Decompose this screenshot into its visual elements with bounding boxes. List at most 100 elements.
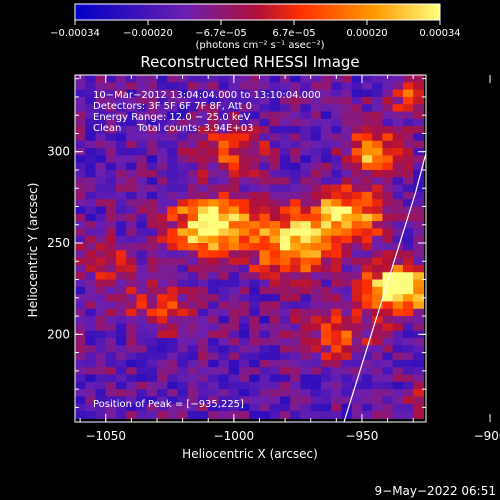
heatmap-cell [310, 279, 322, 288]
heatmap-cell [167, 294, 179, 303]
heatmap-cell [249, 374, 261, 383]
heatmap-cell [331, 213, 343, 222]
heatmap-cell [402, 381, 414, 390]
chart-title: Reconstructed RHESSI Image [140, 53, 359, 71]
heatmap-cell [126, 352, 138, 361]
heatmap-cell [75, 243, 86, 251]
heatmap-cell [259, 381, 271, 390]
heatmap-cell [187, 279, 199, 288]
heatmap-cell [136, 148, 148, 156]
heatmap-cell [218, 235, 230, 244]
footer-timestamp: 9−May−2022 06:51 [375, 484, 497, 498]
heatmap-cell [402, 118, 414, 127]
heatmap-cell [331, 199, 343, 208]
heatmap-cell [126, 221, 138, 230]
heatmap-cell [126, 367, 138, 376]
x-axis-label: Heliocentric X (arcsec) [182, 447, 318, 461]
heatmap-cell [402, 221, 414, 230]
heatmap-cell [146, 140, 158, 149]
heatmap-cell [249, 104, 261, 113]
heatmap-cell [320, 82, 332, 91]
heatmap-cell [351, 133, 363, 142]
heatmap-cell [331, 104, 343, 113]
heatmap-cell [372, 111, 384, 120]
heatmap-cell [300, 330, 312, 339]
heatmap-cell [95, 308, 107, 317]
heatmap-cell [218, 104, 230, 113]
heatmap-cell [75, 213, 86, 222]
heatmap-cell [300, 411, 312, 419]
heatmap-cell [402, 272, 414, 281]
heatmap-cell [95, 389, 107, 398]
heatmap-cell [115, 221, 127, 230]
heatmap-cell [85, 264, 97, 273]
heatmap-cell [197, 75, 209, 83]
heatmap-cell [146, 411, 158, 419]
heatmap-cell [126, 359, 138, 368]
heatmap-cell [351, 111, 363, 120]
heatmap-cell [290, 104, 302, 113]
heatmap-cell [341, 250, 353, 259]
heatmap-cell [361, 403, 373, 412]
heatmap-cell [187, 286, 199, 295]
heatmap-cell [269, 75, 281, 83]
heatmap-cell [85, 221, 97, 230]
heatmap-cell [249, 235, 261, 244]
heatmap-cell [320, 257, 332, 266]
heatmap-cell [402, 294, 414, 303]
heatmap-cell [95, 257, 107, 266]
heatmap-cell [228, 82, 240, 91]
heatmap-cell [197, 389, 209, 398]
heatmap-cell [208, 345, 220, 354]
heatmap-cell [372, 286, 384, 295]
heatmap-cell [146, 177, 158, 186]
heatmap-cell [382, 82, 394, 91]
heatmap-cell [351, 82, 363, 91]
heatmap-cell [136, 213, 148, 222]
heatmap-cell [177, 250, 189, 259]
heatmap-cell [413, 250, 425, 259]
heatmap-cell [351, 148, 363, 156]
heatmap-cell [413, 294, 425, 303]
heatmap-cell [290, 381, 302, 390]
heatmap-cell [146, 345, 158, 354]
heatmap-cell [85, 250, 97, 259]
heatmap-cell [361, 389, 373, 398]
heatmap-cell [372, 257, 384, 266]
heatmap-cell [351, 235, 363, 244]
heatmap-cell [218, 140, 230, 149]
heatmap-cell [300, 250, 312, 259]
heatmap-cell [310, 155, 322, 164]
heatmap-cell [402, 111, 414, 120]
heatmap-cell [228, 155, 240, 164]
heatmap-cell [310, 75, 322, 83]
heatmap-cell [95, 352, 107, 361]
heatmap-cell [320, 96, 332, 105]
heatmap-cell [156, 411, 168, 419]
heatmap-cell [218, 367, 230, 376]
heatmap-cell [197, 257, 209, 266]
heatmap-cell [208, 75, 220, 83]
heatmap-cell [197, 301, 209, 310]
heatmap-cell [218, 301, 230, 310]
heatmap-cell [187, 272, 199, 281]
heatmap-cell [259, 396, 271, 405]
heatmap-cell [300, 75, 312, 83]
heatmap-cell [197, 148, 209, 156]
heatmap-cell [228, 316, 240, 324]
heatmap-cell [238, 221, 250, 230]
heatmap-cell [85, 133, 97, 142]
heatmap-cell [413, 337, 425, 346]
heatmap-cell [269, 396, 281, 405]
heatmap-cell [341, 75, 353, 83]
heatmap-cell [310, 243, 322, 251]
heatmap-cell [320, 396, 332, 405]
heatmap-cell [95, 316, 107, 324]
heatmap-cell [146, 75, 158, 83]
heatmap-cell [413, 352, 425, 361]
heatmap-cell [187, 301, 199, 310]
heatmap-cell [341, 337, 353, 346]
heatmap-cell [361, 111, 373, 120]
heatmap-cell [413, 96, 425, 105]
heatmap-cell [197, 316, 209, 324]
